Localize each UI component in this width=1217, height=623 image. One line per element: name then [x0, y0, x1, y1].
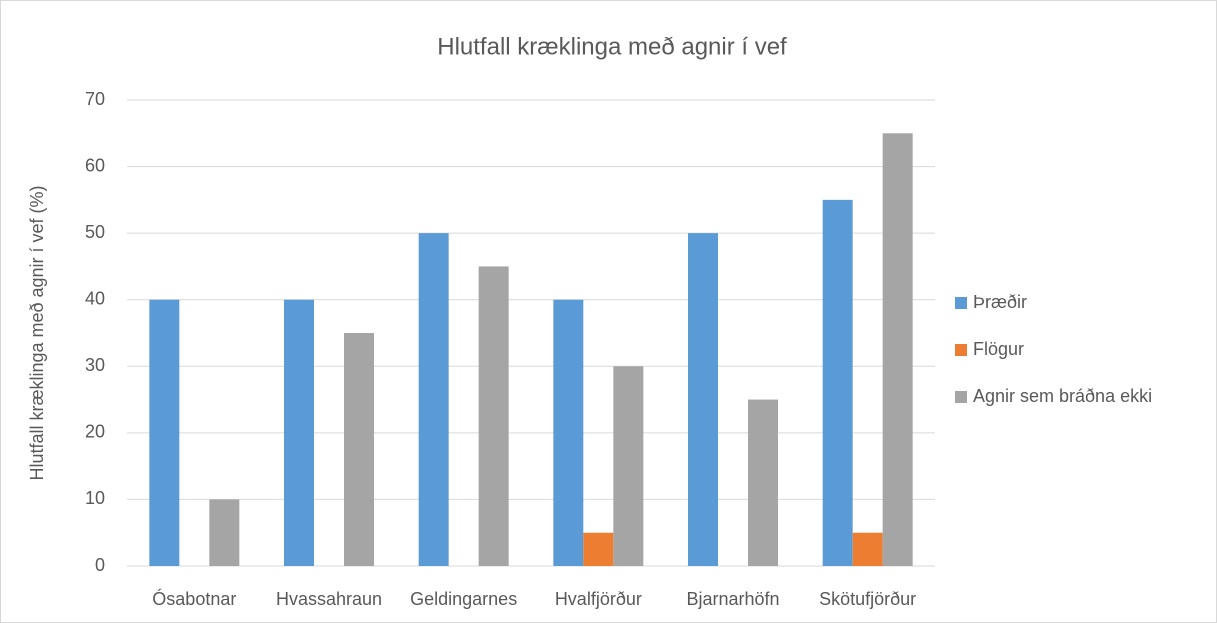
y-tick-label: 0 — [95, 555, 105, 575]
y-tick-label: 30 — [85, 355, 105, 375]
y-tick-label: 10 — [85, 488, 105, 508]
x-tick-label: Ósabotnar — [152, 588, 236, 609]
chart-title: Hlutfall kræklinga með agnir í vef — [437, 33, 787, 60]
bar — [478, 266, 509, 566]
y-tick-label: 50 — [85, 222, 105, 242]
bar — [613, 366, 644, 566]
bar — [284, 299, 314, 566]
x-tick-label: Hvassahraun — [276, 589, 382, 609]
legend-label: Flögur — [973, 339, 1024, 359]
bar — [209, 499, 240, 566]
x-tick-label: Skötufjörður — [819, 589, 916, 609]
bar — [852, 532, 883, 566]
bar — [344, 333, 374, 566]
bar — [583, 532, 614, 566]
bar — [882, 133, 913, 567]
y-tick-label: 70 — [85, 89, 105, 109]
legend-label: Agnir sem bráðna ekki — [973, 386, 1152, 406]
y-axis-label: Hlutfall kræklinga með agnir í vef (%) — [27, 185, 47, 480]
x-tick-label: Geldingarnes — [410, 589, 517, 609]
legend-swatch — [955, 297, 967, 309]
bar — [418, 233, 449, 566]
legend-swatch — [955, 391, 967, 403]
y-tick-label: 40 — [85, 288, 105, 308]
y-tick-label: 20 — [85, 422, 105, 442]
y-tick-label: 60 — [85, 155, 105, 175]
bar — [688, 233, 718, 566]
x-tick-label: Bjarnarhöfn — [686, 589, 779, 609]
bar — [822, 199, 853, 566]
bar — [748, 399, 778, 566]
legend-label: Þræðir — [973, 292, 1027, 312]
legend-swatch — [955, 344, 967, 356]
x-tick-label: Hvalfjörður — [555, 589, 642, 609]
bar — [149, 299, 180, 566]
bar — [553, 299, 584, 566]
